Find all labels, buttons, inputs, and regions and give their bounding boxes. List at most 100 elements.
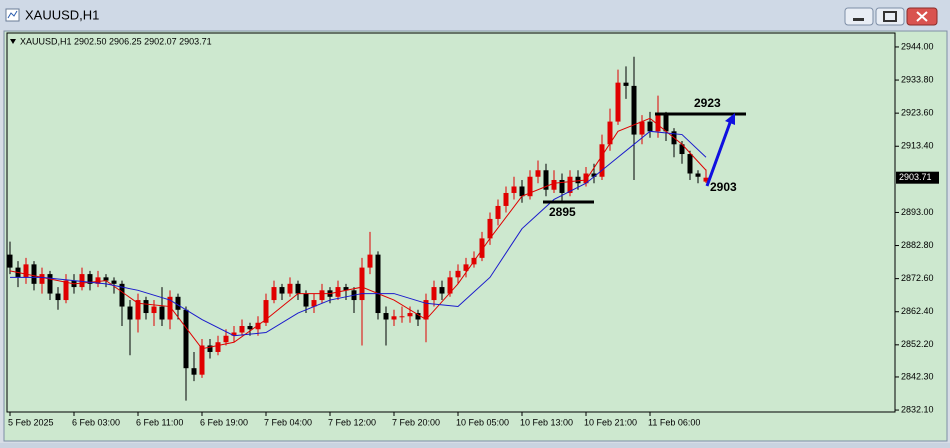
candle-body xyxy=(279,287,285,294)
candle-body xyxy=(559,179,565,193)
candle-body xyxy=(311,300,317,307)
candle-body xyxy=(431,287,437,301)
header-triangle xyxy=(10,39,16,44)
candle-body xyxy=(519,186,525,197)
moving-average-line xyxy=(9,117,707,350)
candle-body xyxy=(391,316,397,320)
x-tick-label: 7 Feb 12:00 xyxy=(328,417,376,427)
candle-body xyxy=(527,176,533,197)
y-tick-label: 2872.60 xyxy=(901,273,934,283)
candle-body xyxy=(687,154,693,174)
candle-body xyxy=(119,283,125,307)
candle-body xyxy=(63,280,69,301)
candle-body xyxy=(319,290,325,301)
candle-body xyxy=(423,300,429,320)
y-tick-label: 2852.20 xyxy=(901,339,934,349)
candle-body xyxy=(87,274,93,284)
candle-body xyxy=(263,300,269,323)
last-price-tag xyxy=(896,171,939,184)
candle-body xyxy=(215,342,221,352)
candle-body xyxy=(143,300,149,314)
candle-body xyxy=(103,277,109,281)
x-tick-label: 10 Feb 21:00 xyxy=(584,417,637,427)
y-tick-label: 2862.40 xyxy=(901,306,934,316)
candle-body xyxy=(463,264,469,271)
candle-body xyxy=(591,173,597,177)
candle-body xyxy=(175,296,181,310)
candle-body xyxy=(223,335,229,343)
x-tick-label: 6 Feb 11:00 xyxy=(136,417,183,427)
chart-header: XAUUSD,H1 2902.50 2906.25 2902.07 2903.7… xyxy=(20,36,212,46)
candle-body xyxy=(199,345,205,375)
candle-body xyxy=(639,121,645,135)
x-tick-label: 6 Feb 03:00 xyxy=(72,417,120,427)
moving-average-line xyxy=(10,130,707,337)
candle-body xyxy=(583,173,589,184)
plot-frame xyxy=(6,32,896,413)
annotation-label: 2895 xyxy=(549,205,576,219)
candle-body xyxy=(7,254,13,268)
candle-body xyxy=(615,82,621,122)
x-tick-label: 7 Feb 04:00 xyxy=(264,417,312,427)
candle-body xyxy=(399,316,405,318)
y-tick-label: 2923.60 xyxy=(901,108,934,118)
candle-body xyxy=(111,280,117,284)
candle-body xyxy=(647,121,653,132)
candle-body xyxy=(255,322,261,330)
candle-body xyxy=(343,287,349,291)
candle-body xyxy=(23,264,29,278)
candle-body xyxy=(159,306,165,320)
candle-body xyxy=(479,238,485,258)
candle-body xyxy=(287,283,293,294)
candle-body xyxy=(631,85,637,135)
x-tick-label: 6 Feb 19:00 xyxy=(200,417,248,427)
candle-body xyxy=(167,296,173,320)
candle-body xyxy=(183,309,189,369)
candle-body xyxy=(407,313,413,317)
candle-body xyxy=(495,205,501,219)
candle-body xyxy=(271,287,277,301)
window-title: XAUUSD,H1 xyxy=(25,7,99,22)
candle-body xyxy=(599,144,605,177)
forecast-arrowhead xyxy=(725,113,735,125)
candle-body xyxy=(455,270,461,278)
candle-body xyxy=(239,326,245,333)
x-tick-label: 10 Feb 13:00 xyxy=(520,417,573,427)
close-icon xyxy=(916,11,928,22)
candle-body xyxy=(95,277,101,284)
candle-body xyxy=(655,115,661,132)
y-tick-label: 2842.30 xyxy=(901,371,934,381)
y-tick-label: 2893.00 xyxy=(901,207,934,217)
candle-body xyxy=(487,218,493,239)
maximize-icon xyxy=(883,11,897,22)
minimize-button[interactable] xyxy=(844,7,874,26)
candle-body xyxy=(679,144,685,155)
candle-body xyxy=(31,264,37,284)
candle-body xyxy=(127,306,133,320)
x-tick-label: 10 Feb 05:00 xyxy=(456,417,509,427)
candle-body xyxy=(607,121,613,145)
x-tick-label: 11 Feb 06:00 xyxy=(648,417,700,427)
last-price-label: 2903.71 xyxy=(899,172,932,182)
candle-body xyxy=(535,170,541,177)
candle-body xyxy=(575,176,581,184)
candle-body xyxy=(695,173,701,177)
candle-body xyxy=(367,254,373,268)
maximize-button[interactable] xyxy=(875,7,905,26)
candle-body xyxy=(39,274,45,284)
y-tick-label: 2882.80 xyxy=(901,240,934,250)
candle-body xyxy=(191,368,197,375)
y-tick-label: 2933.80 xyxy=(901,74,934,84)
title-bar xyxy=(0,0,950,30)
candle-body xyxy=(415,313,421,320)
candle-body xyxy=(151,306,157,314)
candle-body xyxy=(247,326,253,330)
forecast-arrow xyxy=(705,119,733,187)
candle-body xyxy=(79,274,85,288)
y-tick-label: 2913.40 xyxy=(901,141,934,151)
candle-body xyxy=(231,332,237,336)
candle-body xyxy=(503,192,509,206)
annotation-label: 2903 xyxy=(710,180,737,194)
candle-body xyxy=(543,170,549,190)
